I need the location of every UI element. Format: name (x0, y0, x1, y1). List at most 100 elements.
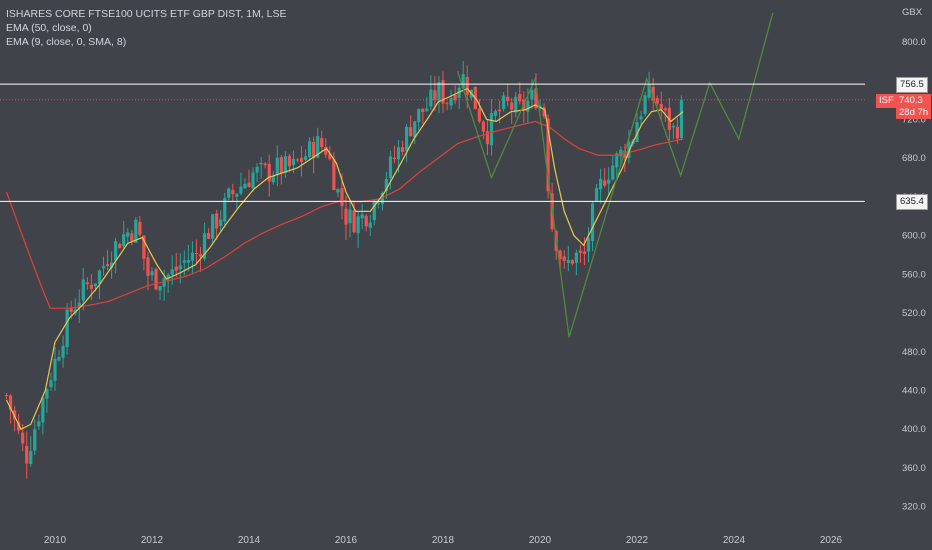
candle-body (255, 166, 259, 173)
candle-body (582, 251, 587, 254)
candle-body (360, 214, 364, 219)
candle-body (449, 97, 453, 106)
candle-body (526, 100, 530, 112)
candle-body (308, 141, 312, 158)
candle-body (445, 102, 449, 104)
x-tick-label: 2024 (723, 535, 746, 546)
ema9-legend[interactable]: EMA (9, close, 0, SMA, 8) (6, 36, 127, 48)
candle-body (594, 188, 599, 201)
candle-body (93, 283, 98, 287)
candle-body (303, 156, 308, 160)
candle-body (461, 74, 465, 89)
candle-body (477, 108, 481, 122)
candle-body (186, 260, 190, 263)
candle-body (154, 269, 158, 290)
candle-body (231, 190, 235, 195)
candle-body (291, 158, 296, 166)
candle-body (259, 162, 263, 165)
candle-body (162, 278, 166, 287)
candle-body (324, 146, 328, 155)
x-tick-label: 2016 (335, 535, 358, 546)
x-tick-label: 2026 (820, 535, 843, 546)
y-tick-label: 320.0 (902, 502, 926, 513)
ema9-line (5, 87, 684, 431)
candle-body (53, 358, 57, 381)
candle-body (312, 141, 316, 159)
candle-body (481, 121, 486, 132)
candle-body (271, 175, 275, 183)
candle-body (639, 116, 643, 120)
candle-body (396, 147, 401, 160)
candle-body (206, 233, 211, 239)
candle-body (651, 86, 655, 101)
candle-body (150, 271, 154, 276)
symbol-price-tag[interactable]: ISF (876, 94, 897, 108)
candle-body (599, 178, 603, 190)
candle-body (413, 121, 417, 138)
y-tick-label: 720.0 (902, 114, 926, 125)
candle-body (130, 233, 134, 241)
candle-body (562, 256, 566, 261)
candle-body (41, 397, 45, 423)
candle-body (421, 108, 425, 112)
candle-body (615, 153, 619, 168)
candlestick-series (4, 61, 684, 479)
ema50-legend[interactable]: EMA (50, close, 0) (6, 22, 92, 34)
candle-body (655, 98, 659, 104)
candle-body (502, 95, 506, 109)
candle-body (675, 126, 680, 139)
bar-countdown: 28d 7h (899, 107, 929, 118)
symbol-title[interactable]: ISHARES CORE FTSE100 UCITS ETF GBP DIST,… (6, 8, 287, 20)
candle-body (320, 138, 324, 147)
x-tick-label: 2014 (238, 535, 261, 546)
candle-body (227, 188, 231, 198)
candle-body (33, 429, 37, 451)
candle-body (376, 203, 380, 205)
candle-body (61, 345, 65, 358)
candle-body (122, 234, 126, 247)
candle-body (627, 141, 631, 158)
candle-body (21, 432, 25, 444)
candle-body (510, 102, 514, 110)
candle-body (497, 109, 502, 112)
candle-body (109, 262, 114, 269)
x-tick-label: 2012 (141, 535, 164, 546)
candle-body (279, 157, 283, 174)
candle-body (489, 112, 494, 146)
candle-body (69, 307, 73, 312)
candle-body (514, 96, 518, 113)
candle-body (635, 122, 639, 143)
last-price-tag[interactable]: 740.3 28d 7h (896, 94, 932, 119)
candle-body (134, 219, 138, 243)
candle-body (29, 450, 33, 464)
candle-body (190, 252, 195, 261)
candle-body (352, 210, 356, 233)
candle-body (105, 264, 110, 267)
candle-body (142, 235, 146, 259)
candle-body (287, 155, 292, 167)
support-price-tag[interactable]: 635.4 (896, 194, 928, 211)
candle-body (578, 250, 583, 253)
symbol-label: ISF (879, 95, 894, 106)
candle-body (372, 201, 376, 220)
candle-body (388, 156, 393, 179)
candle-body (368, 222, 372, 228)
candle-body (663, 108, 667, 111)
candle-body (679, 99, 684, 138)
candle-body (89, 284, 93, 289)
chart-legend: ISHARES CORE FTSE100 UCITS ETF GBP DIST,… (6, 7, 286, 49)
candle-body (590, 203, 595, 242)
candle-body (623, 150, 627, 159)
candle-body (643, 95, 647, 115)
candle-body (202, 233, 207, 259)
candle-body (433, 90, 437, 101)
candle-body (283, 156, 287, 173)
candle-body (239, 186, 243, 194)
candle-body (295, 159, 300, 161)
projection-line (456, 12, 774, 338)
candle-body (57, 357, 61, 361)
time-axis[interactable]: 2010 2012 2014 2016 2018 2020 2022 2024 2026 (44, 535, 843, 546)
resistance-price-tag[interactable]: 756.5 (896, 77, 928, 94)
candle-body (364, 215, 368, 227)
